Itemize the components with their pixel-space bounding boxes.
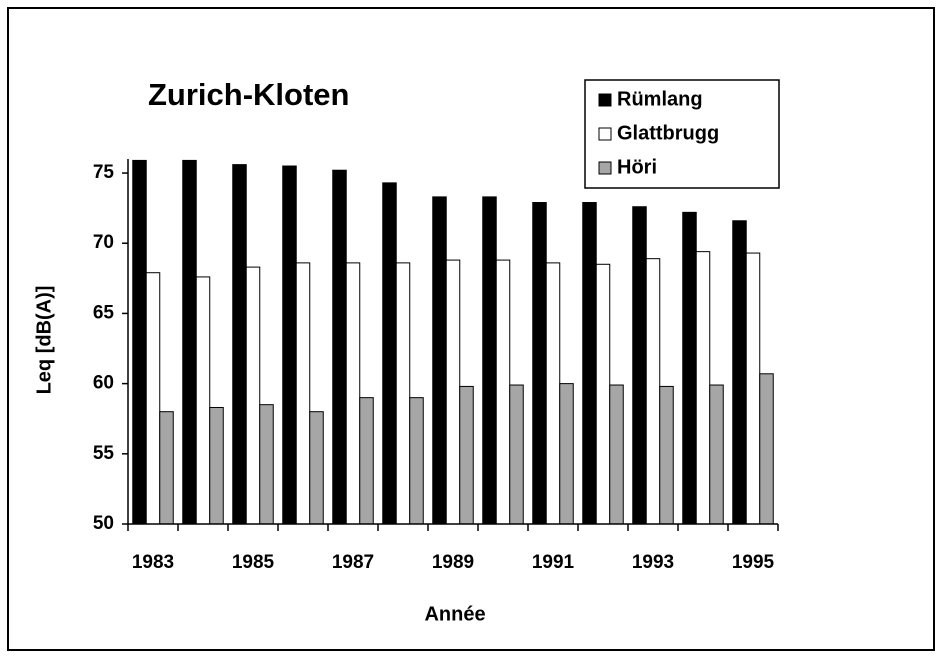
bar	[382, 182, 397, 525]
bar	[482, 196, 497, 525]
bar	[332, 169, 347, 525]
bar	[309, 411, 324, 525]
bar	[632, 206, 647, 525]
bar	[295, 262, 311, 525]
bar	[759, 373, 774, 525]
bar	[282, 165, 297, 525]
y-tick-label: 75	[93, 162, 115, 183]
bar	[145, 272, 161, 525]
bar	[559, 383, 574, 525]
bar	[582, 202, 597, 525]
bar	[232, 164, 247, 525]
x-tick-label: 1993	[632, 552, 674, 573]
bar	[409, 397, 424, 525]
y-tick-label: 60	[93, 373, 114, 394]
chart-title: Zurich-Kloten	[148, 77, 350, 112]
legend-label: Rümlang	[617, 88, 703, 110]
legend-swatch	[598, 93, 612, 107]
bar	[195, 276, 211, 525]
bar	[659, 385, 674, 525]
bar	[209, 406, 224, 525]
bar	[459, 385, 474, 525]
x-tick-label: 1987	[332, 552, 374, 573]
x-tick-label: 1991	[532, 552, 575, 573]
bar	[245, 266, 261, 525]
bar	[359, 397, 374, 525]
legend-label: Glattbrugg	[617, 122, 719, 144]
x-axis-label: Année	[424, 603, 485, 625]
bar	[132, 159, 147, 525]
bar	[745, 252, 761, 525]
x-tick-label: 1995	[732, 552, 775, 573]
legend-swatch	[598, 161, 612, 175]
bar	[695, 251, 711, 525]
legend-swatch	[598, 127, 612, 141]
bar	[709, 384, 724, 525]
bar	[395, 262, 411, 525]
y-tick-label: 65	[93, 302, 115, 323]
bar	[532, 202, 547, 525]
y-tick-label: 50	[93, 513, 114, 534]
bar	[159, 411, 174, 525]
x-tick-label: 1985	[232, 552, 275, 573]
bar	[495, 259, 511, 525]
bar	[182, 159, 197, 525]
bar	[259, 404, 274, 525]
bar	[645, 258, 661, 525]
bar	[509, 384, 524, 525]
bar	[732, 220, 747, 525]
bar	[609, 384, 624, 525]
bar	[432, 196, 447, 525]
bar	[545, 262, 561, 525]
bar	[445, 259, 461, 525]
y-tick-label: 70	[93, 232, 114, 253]
legend	[584, 79, 780, 189]
legend-label: Höri	[617, 156, 657, 178]
y-axis-label: Leq [dB(A)]	[33, 286, 55, 395]
bar	[595, 263, 611, 525]
y-tick-label: 55	[93, 443, 115, 464]
x-tick-label: 1989	[432, 552, 474, 573]
bar	[345, 262, 361, 525]
x-tick-label: 1983	[132, 552, 174, 573]
bar	[682, 211, 697, 525]
